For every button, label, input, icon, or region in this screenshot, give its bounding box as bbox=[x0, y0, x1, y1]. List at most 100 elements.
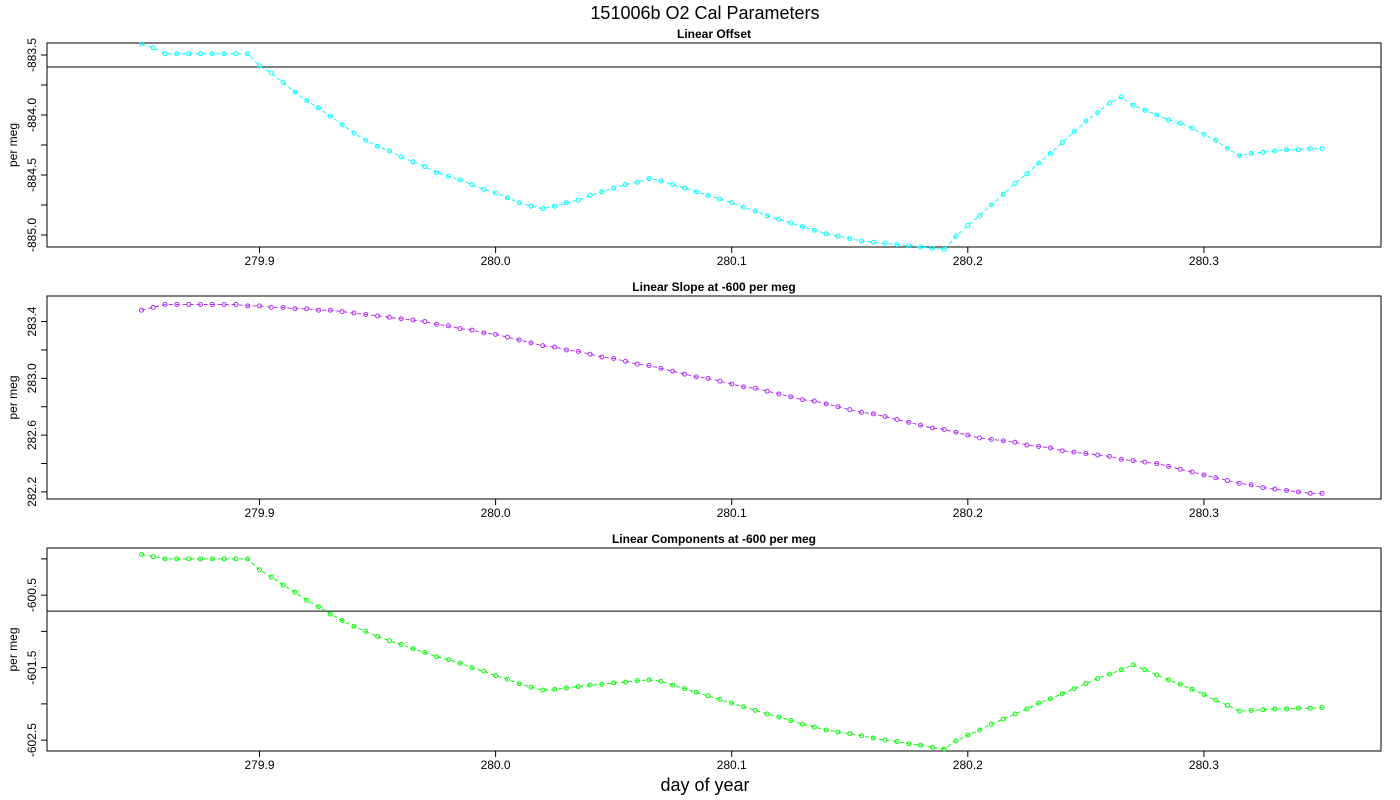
data-point bbox=[1272, 486, 1278, 492]
data-point bbox=[811, 724, 817, 730]
data-point bbox=[1201, 131, 1207, 137]
data-point bbox=[504, 334, 510, 340]
x-axis-label: day of year bbox=[660, 775, 749, 795]
data-point bbox=[929, 425, 935, 431]
data-point bbox=[540, 343, 546, 349]
series-line bbox=[141, 43, 1322, 250]
data-point bbox=[221, 51, 227, 57]
data-point bbox=[1024, 706, 1030, 712]
data-point bbox=[1248, 482, 1254, 488]
data-point bbox=[587, 192, 593, 198]
y-axis-label: per meg bbox=[6, 375, 20, 419]
data-point bbox=[1166, 463, 1172, 469]
data-point bbox=[280, 304, 286, 310]
data-point bbox=[977, 727, 983, 733]
data-point bbox=[575, 197, 581, 203]
x-tick-label: 280.0 bbox=[481, 758, 511, 772]
y-tick-label: -883.5 bbox=[25, 38, 39, 72]
data-point bbox=[988, 436, 994, 442]
data-point bbox=[1047, 150, 1053, 156]
data-point bbox=[1083, 681, 1089, 687]
data-point bbox=[1319, 490, 1325, 496]
data-point bbox=[741, 384, 747, 390]
data-point bbox=[1071, 129, 1077, 135]
data-point bbox=[1295, 147, 1301, 153]
data-point bbox=[469, 182, 475, 188]
data-point bbox=[209, 556, 215, 562]
data-point bbox=[1213, 475, 1219, 481]
data-point bbox=[256, 303, 262, 309]
data-point bbox=[209, 302, 215, 308]
data-point bbox=[304, 597, 310, 603]
data-point bbox=[634, 678, 640, 684]
data-point bbox=[1059, 140, 1065, 146]
data-point bbox=[717, 378, 723, 384]
data-point bbox=[811, 398, 817, 404]
data-point bbox=[445, 657, 451, 663]
data-point bbox=[1036, 700, 1042, 706]
data-point bbox=[1248, 150, 1254, 156]
data-point bbox=[150, 554, 156, 560]
data-point bbox=[953, 233, 959, 239]
data-point bbox=[504, 676, 510, 682]
data-point bbox=[1213, 697, 1219, 703]
data-point bbox=[552, 203, 558, 209]
data-point bbox=[965, 732, 971, 738]
data-point bbox=[823, 727, 829, 733]
data-point bbox=[941, 426, 947, 432]
data-point bbox=[245, 303, 251, 309]
data-point bbox=[1118, 94, 1124, 100]
data-point bbox=[1272, 148, 1278, 154]
data-point bbox=[1118, 667, 1124, 673]
data-point bbox=[941, 746, 947, 752]
data-point bbox=[292, 306, 298, 312]
plot-frame bbox=[46, 295, 1382, 500]
data-point bbox=[1000, 716, 1006, 722]
data-point bbox=[410, 159, 416, 165]
data-point bbox=[292, 589, 298, 595]
data-point bbox=[929, 245, 935, 251]
x-tick-label: 280.2 bbox=[953, 254, 983, 268]
series-line bbox=[141, 304, 1322, 494]
data-point bbox=[540, 687, 546, 693]
x-tick-label: 280.3 bbox=[1189, 254, 1219, 268]
data-point bbox=[233, 51, 239, 57]
data-point bbox=[918, 742, 924, 748]
data-point bbox=[327, 611, 333, 617]
data-point bbox=[186, 302, 192, 308]
data-point bbox=[1012, 180, 1018, 186]
x-tick-label: 280.0 bbox=[481, 506, 511, 520]
data-point bbox=[575, 348, 581, 354]
data-point bbox=[705, 693, 711, 699]
plot-frame bbox=[46, 42, 1382, 248]
data-point bbox=[1177, 466, 1183, 472]
data-point bbox=[611, 680, 617, 686]
data-point bbox=[788, 394, 794, 400]
data-point bbox=[764, 213, 770, 219]
data-point bbox=[268, 70, 274, 76]
data-point bbox=[587, 351, 593, 357]
data-point bbox=[681, 371, 687, 377]
data-point bbox=[658, 678, 664, 684]
data-point bbox=[835, 404, 841, 410]
data-point bbox=[670, 682, 676, 688]
data-point bbox=[705, 375, 711, 381]
data-point bbox=[1012, 711, 1018, 717]
data-point bbox=[197, 51, 203, 57]
data-point bbox=[245, 556, 251, 562]
data-point bbox=[552, 686, 558, 692]
data-point bbox=[410, 317, 416, 323]
data-point bbox=[516, 200, 522, 206]
data-point bbox=[1012, 439, 1018, 445]
data-point bbox=[563, 685, 569, 691]
panel-1: Linear Offset 279.9 280.0 280.1 280.2 280.3 -8… bbox=[6, 27, 1382, 268]
data-point bbox=[304, 98, 310, 104]
data-point bbox=[1284, 487, 1290, 493]
data-point bbox=[481, 186, 487, 192]
data-point bbox=[764, 711, 770, 717]
data-point bbox=[375, 313, 381, 319]
data-point bbox=[552, 344, 558, 350]
data-point bbox=[197, 556, 203, 562]
data-point bbox=[1047, 445, 1053, 451]
